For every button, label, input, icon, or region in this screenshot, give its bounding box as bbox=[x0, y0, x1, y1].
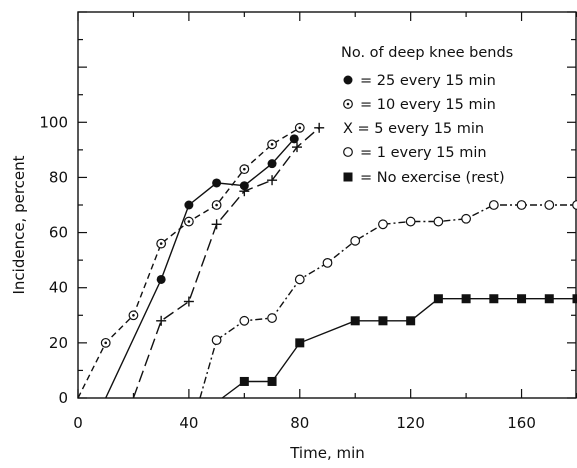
marker-filled-square bbox=[350, 316, 360, 326]
marker-filled-circle bbox=[184, 200, 194, 210]
marker-open-circle bbox=[433, 216, 444, 227]
marker-open-circle bbox=[343, 147, 353, 157]
marker-filled-square bbox=[433, 294, 443, 304]
marker-filled-circle bbox=[343, 75, 353, 85]
legend-entry: = No exercise (rest) bbox=[360, 170, 505, 186]
marker-dot bbox=[298, 126, 302, 130]
marker-open-circle bbox=[405, 216, 416, 227]
marker-filled-circle bbox=[239, 181, 249, 191]
series-3 bbox=[132, 122, 325, 399]
marker-open-circle bbox=[350, 235, 361, 246]
x-tick-label: 160 bbox=[507, 414, 536, 432]
marker-dot bbox=[215, 203, 218, 207]
marker-filled-square bbox=[517, 294, 527, 304]
marker-dot bbox=[243, 167, 246, 171]
marker-open-circle bbox=[267, 313, 277, 323]
marker-filled-circle bbox=[212, 178, 222, 188]
marker-open-circle bbox=[378, 219, 388, 230]
marker-open-circle bbox=[322, 258, 333, 268]
marker-filled-square bbox=[406, 316, 416, 326]
legend-entry: = 1 every 15 min bbox=[360, 145, 487, 161]
marker-dot bbox=[159, 242, 163, 245]
marker-open-circle bbox=[294, 274, 305, 285]
series-layer bbox=[77, 122, 577, 399]
marker-open-circle bbox=[572, 200, 577, 210]
axis-ticks: 0 40 80 120 160 0 20 40 60 80 100 bbox=[39, 11, 577, 432]
legend-entry: X = 5 every 15 min bbox=[343, 121, 484, 137]
marker-filled-circle bbox=[267, 159, 277, 169]
series-line bbox=[132, 127, 320, 399]
y-tick-label: 60 bbox=[49, 224, 68, 242]
legend-entry: = 25 every 15 min bbox=[360, 73, 496, 89]
marker-dot bbox=[346, 102, 350, 106]
marker-filled-circle bbox=[289, 134, 299, 144]
marker-dot bbox=[187, 220, 191, 223]
marker-filled-square bbox=[295, 338, 305, 348]
marker-filled-square bbox=[343, 172, 353, 182]
marker-open-circle bbox=[516, 200, 527, 210]
series-line bbox=[105, 138, 295, 399]
series-4 bbox=[199, 200, 577, 399]
x-tick-label: 80 bbox=[290, 414, 309, 432]
marker-filled-square bbox=[378, 316, 388, 326]
marker-dot bbox=[270, 143, 274, 146]
marker-filled-square bbox=[461, 294, 471, 304]
y-tick-label: 20 bbox=[49, 334, 68, 352]
x-tick-label: 0 bbox=[73, 414, 83, 432]
marker-dot bbox=[132, 313, 135, 317]
legend: No. of deep knee bends = 25 every 15 min =… bbox=[341, 45, 513, 186]
marker-filled-square bbox=[544, 294, 554, 304]
marker-filled-square bbox=[572, 294, 577, 304]
y-tick-label: 80 bbox=[49, 168, 68, 186]
series-1 bbox=[105, 134, 299, 399]
marker-filled-square bbox=[267, 376, 277, 386]
marker-open-circle bbox=[461, 213, 472, 224]
y-tick-label: 100 bbox=[39, 113, 68, 131]
y-tick-label: 0 bbox=[58, 389, 68, 407]
marker-open-circle bbox=[488, 200, 499, 210]
marker-open-circle bbox=[239, 315, 250, 326]
y-axis-label: Incidence, percent bbox=[10, 155, 28, 294]
x-tick-label: 120 bbox=[396, 414, 425, 432]
marker-dot bbox=[104, 341, 108, 345]
legend-entry: = 10 every 15 min bbox=[360, 97, 496, 113]
marker-filled-square bbox=[239, 376, 249, 386]
series-2 bbox=[77, 122, 305, 399]
marker-filled-square bbox=[489, 294, 499, 304]
x-tick-label: 40 bbox=[179, 414, 198, 432]
marker-filled-circle bbox=[156, 274, 166, 284]
marker-open-circle bbox=[544, 200, 555, 210]
legend-title: No. of deep knee bends bbox=[341, 45, 513, 61]
y-tick-label: 40 bbox=[49, 279, 68, 297]
series-5 bbox=[221, 294, 577, 399]
marker-open-circle bbox=[211, 335, 222, 346]
x-axis-label: Time, min bbox=[289, 444, 365, 462]
